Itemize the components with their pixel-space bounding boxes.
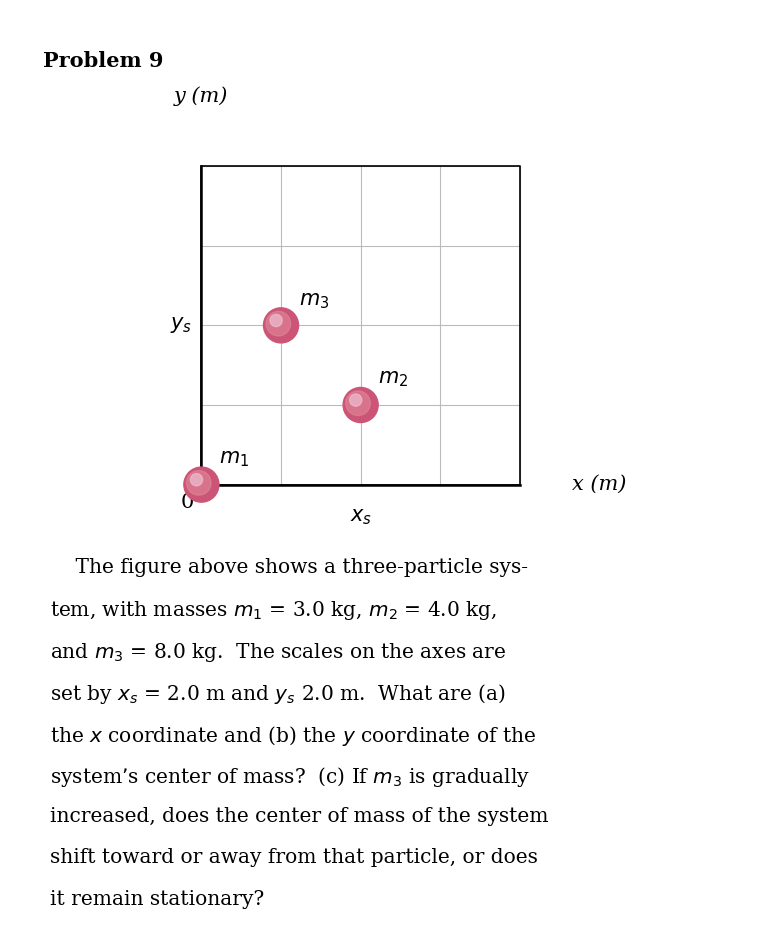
Text: x (m): x (m)	[572, 475, 626, 494]
Text: $m_3$: $m_3$	[299, 292, 328, 311]
Text: the $x$ coordinate and (b) the $y$ coordinate of the: the $x$ coordinate and (b) the $y$ coord…	[49, 724, 535, 748]
Text: The figure above shows a three-particle sys-: The figure above shows a three-particle …	[49, 558, 528, 577]
Text: it remain stationary?: it remain stationary?	[49, 889, 264, 909]
Circle shape	[263, 308, 299, 343]
Text: $m_2$: $m_2$	[378, 370, 408, 389]
Circle shape	[270, 314, 282, 327]
Text: set by $x_s$ = 2.0 m and $y_s$ 2.0 m.  What are (a): set by $x_s$ = 2.0 m and $y_s$ 2.0 m. Wh…	[49, 682, 506, 706]
Text: $m_1$: $m_1$	[219, 449, 249, 469]
Circle shape	[191, 473, 202, 486]
Text: Problem 9: Problem 9	[43, 51, 164, 72]
Circle shape	[184, 467, 219, 502]
Circle shape	[343, 388, 378, 423]
Text: increased, does the center of mass of the system: increased, does the center of mass of th…	[49, 806, 548, 825]
Circle shape	[346, 391, 370, 416]
Text: y (m): y (m)	[174, 87, 229, 106]
Circle shape	[187, 470, 211, 495]
Text: 0: 0	[180, 493, 194, 512]
Circle shape	[266, 311, 291, 336]
Text: $x_s$: $x_s$	[350, 507, 372, 527]
Circle shape	[350, 394, 362, 407]
Text: tem, with masses $m_1$ = 3.0 kg, $m_2$ = 4.0 kg,: tem, with masses $m_1$ = 3.0 kg, $m_2$ =…	[49, 599, 497, 622]
Text: system’s center of mass?  (c) If $m_3$ is gradually: system’s center of mass? (c) If $m_3$ is…	[49, 765, 530, 789]
Text: and $m_3$ = 8.0 kg.  The scales on the axes are: and $m_3$ = 8.0 kg. The scales on the ax…	[49, 641, 506, 663]
Text: $y_s$: $y_s$	[169, 315, 192, 335]
Text: shift toward or away from that particle, or does: shift toward or away from that particle,…	[49, 848, 538, 867]
